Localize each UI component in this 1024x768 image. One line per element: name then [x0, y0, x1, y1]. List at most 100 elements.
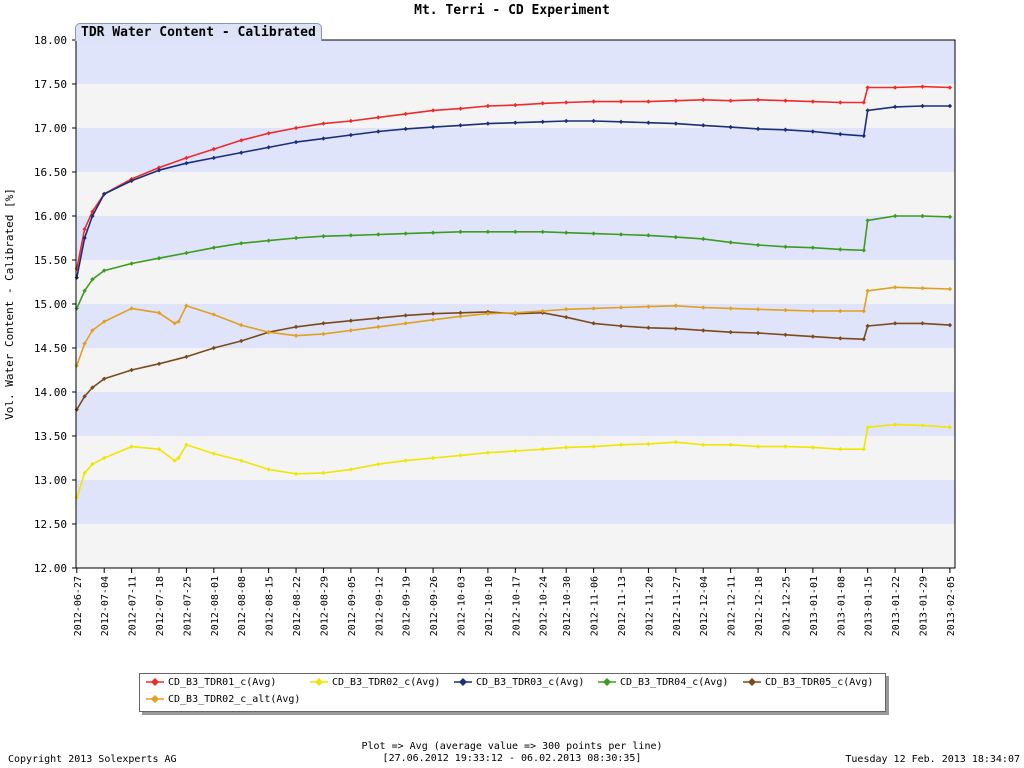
series-point	[321, 121, 326, 126]
series-point	[430, 124, 436, 130]
series-lines	[74, 84, 953, 500]
series-point	[513, 102, 518, 108]
plot-band	[76, 172, 955, 216]
series-point	[156, 256, 162, 261]
chart-tab[interactable]: TDR Water Content - Calibrated	[75, 23, 322, 41]
series-point	[947, 425, 953, 430]
series-point	[564, 315, 569, 320]
series-point	[673, 326, 679, 331]
plot-band	[76, 348, 955, 392]
series-point	[184, 250, 189, 256]
series-point	[101, 268, 107, 273]
series-point	[861, 337, 866, 342]
plot-frame	[75, 39, 956, 569]
series-point	[728, 240, 733, 245]
x-tick-label: 2012-08-08	[237, 576, 248, 636]
series-point	[646, 99, 651, 104]
x-axis-ticks: 2012-06-27 2012-07-04 2012-07-11 2012-07-18…	[73, 568, 957, 636]
series-point	[564, 100, 569, 105]
series-point	[458, 310, 463, 315]
series-point	[564, 230, 569, 235]
series-point	[540, 308, 545, 314]
series-point	[458, 106, 463, 111]
series-point	[293, 125, 299, 131]
series-point	[701, 328, 706, 333]
series-point	[701, 442, 706, 447]
series-point	[838, 100, 843, 105]
y-tick-label: 13.50	[34, 430, 67, 443]
series-point	[701, 236, 706, 242]
series-point	[430, 108, 436, 113]
series-point	[591, 118, 596, 124]
series-point	[376, 232, 381, 237]
series-point	[865, 288, 870, 293]
x-tick-label: 2012-09-12	[374, 576, 385, 636]
legend: CD_B3_TDR01_c(Avg) CD_B3_TDR02_c(Avg) CD_B…	[139, 673, 886, 712]
y-tick-label: 12.50	[34, 518, 67, 531]
series-point	[293, 471, 299, 477]
footer-copyright: Copyright 2013 Solexperts AG	[8, 754, 177, 765]
series-point	[513, 120, 518, 125]
series-point	[865, 85, 870, 90]
series-point	[90, 461, 95, 467]
series-point	[892, 213, 898, 219]
series-point	[920, 213, 925, 219]
series-point	[513, 310, 518, 315]
series-point	[838, 336, 843, 341]
series-point	[783, 244, 788, 249]
series-point	[618, 99, 624, 104]
series-point	[430, 230, 436, 235]
series-point	[376, 461, 381, 467]
legend-swatch-icon	[146, 695, 164, 703]
plot-band	[76, 480, 955, 524]
series-point	[172, 458, 177, 463]
series-point	[239, 322, 244, 328]
series-point	[348, 328, 354, 333]
series-point	[376, 129, 381, 134]
x-tick-label: 2012-08-15	[265, 576, 276, 636]
series-point	[485, 121, 491, 126]
x-tick-label: 2012-08-22	[292, 576, 303, 636]
series-point	[293, 139, 299, 145]
series-point	[101, 455, 107, 461]
legend-item: CD_B3_TDR05_c(Avg)	[743, 676, 873, 690]
series-point	[239, 150, 244, 155]
series-point	[321, 136, 326, 141]
plot-band	[76, 524, 955, 568]
series-point	[129, 306, 134, 311]
legend-swatch-icon	[146, 678, 164, 686]
series-point	[403, 313, 408, 318]
series-point	[101, 376, 107, 381]
series-point	[701, 123, 706, 128]
series-line	[76, 105, 950, 278]
series-point	[673, 303, 679, 308]
footer-plot-info: Plot => Avg (average value => 300 points…	[361, 741, 663, 752]
series-point	[865, 108, 870, 113]
series-point	[129, 367, 134, 373]
series-point	[947, 103, 953, 109]
x-tick-label: 2013-01-01	[809, 576, 820, 636]
series-point	[947, 286, 953, 292]
series-point	[156, 165, 162, 170]
series-point	[321, 234, 326, 239]
y-axis-label: Vol. Water Content - Calibrated [%]	[3, 188, 16, 420]
y-axis-ticks: 12.00 12.50 13.00 13.50 14.00 14.50 15.00 15.50…	[34, 34, 76, 575]
series-point	[646, 325, 651, 330]
plot-band	[76, 128, 955, 172]
series-point	[266, 145, 271, 150]
series-line	[76, 215, 950, 309]
x-tick-label: 2012-10-10	[484, 576, 495, 636]
series-point	[430, 455, 436, 461]
series-point	[920, 321, 925, 326]
x-tick-label: 2013-01-15	[864, 576, 875, 636]
series-point	[101, 319, 107, 324]
series-point	[755, 307, 761, 312]
series-point	[156, 168, 162, 173]
legend-item: CD_B3_TDR04_c(Avg)	[598, 676, 728, 690]
x-tick-label: 2012-09-19	[402, 576, 413, 636]
series-point	[646, 233, 651, 238]
x-tick-label: 2012-07-11	[128, 576, 139, 636]
x-tick-label: 2012-12-04	[699, 576, 710, 636]
series-point	[321, 470, 326, 476]
series-point	[184, 155, 189, 161]
